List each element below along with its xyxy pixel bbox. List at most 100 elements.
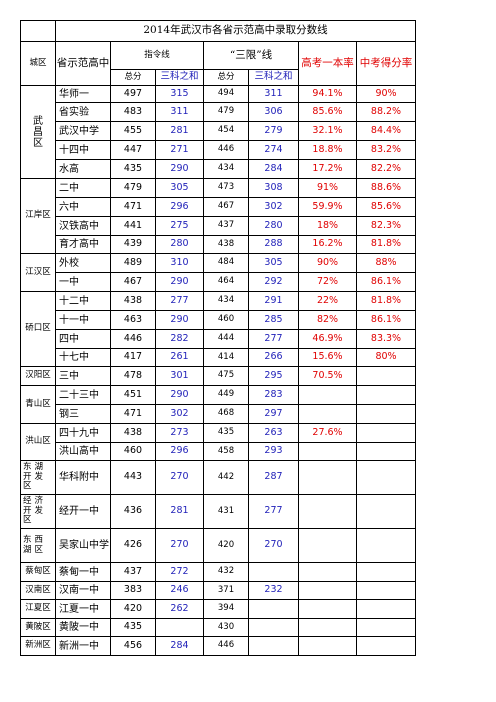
cell-gaokao-rate: 22% bbox=[298, 291, 357, 311]
cell-sanxian-three: 285 bbox=[248, 310, 299, 330]
cell-sanxian-three: 297 bbox=[248, 404, 299, 424]
cell-sanxian-total: 449 bbox=[203, 385, 249, 405]
cell-school-name: 十七中 bbox=[55, 348, 111, 367]
cell-sanxian-total: 414 bbox=[203, 348, 249, 367]
cell-zhiling-total: 456 bbox=[110, 636, 156, 656]
cell-school-name: 汉铁高中 bbox=[55, 216, 111, 236]
cell-sanxian-total: 460 bbox=[203, 310, 249, 330]
cell-sanxian-total: 438 bbox=[203, 235, 249, 254]
cell-zhiling-total: 438 bbox=[110, 291, 156, 311]
table-row: 省实验 483 311 479 306 85.6% 88.2% bbox=[21, 102, 416, 122]
cell-school-name: 江夏一中 bbox=[55, 599, 111, 619]
cell-sanxian-three: 292 bbox=[248, 272, 299, 292]
table-row: 东西湖区 吴家山中学 426 270 420 270 bbox=[20, 528, 416, 563]
cell-gaokao-rate bbox=[298, 599, 357, 619]
cell-gaokao-rate: 27.6% bbox=[298, 423, 357, 443]
cell-zhongkao-rate bbox=[356, 366, 416, 386]
cell-zhongkao-rate: 83.3% bbox=[356, 329, 416, 349]
cell-zhiling-total: 463 bbox=[110, 310, 156, 330]
cell-zhiling-three: 275 bbox=[155, 216, 204, 236]
district-hannan: 汉南区 bbox=[20, 581, 56, 600]
cell-gaokao-rate: 17.2% bbox=[298, 159, 357, 179]
cell-gaokao-rate bbox=[298, 442, 357, 461]
cell-zhiling-three: 271 bbox=[155, 140, 204, 160]
cell-zhiling-three: 310 bbox=[155, 253, 204, 273]
cell-zhiling-total: 443 bbox=[110, 460, 156, 495]
cell-gaokao-rate bbox=[298, 460, 357, 495]
cell-school-name: 汉南一中 bbox=[55, 581, 111, 600]
table-row: 硚口区 十二中 438 277 434 291 22% 81.8% bbox=[20, 291, 416, 367]
cell-sanxian-three: 270 bbox=[248, 528, 299, 563]
cell-sanxian-three: 280 bbox=[248, 216, 299, 236]
cell-zhongkao-rate: 84.4% bbox=[356, 121, 416, 141]
cell-zhongkao-rate bbox=[356, 494, 416, 529]
cell-zhongkao-rate: 88% bbox=[356, 253, 416, 273]
table-row: 汉阳区 三中 478 301 475 295 70.5% bbox=[20, 366, 416, 386]
district-wuchang: 武 昌 区 bbox=[20, 85, 56, 179]
header-school: 省示范高中 bbox=[55, 41, 111, 86]
cell-zhongkao-rate: 86.1% bbox=[356, 310, 416, 330]
cell-zhiling-three: 305 bbox=[155, 178, 204, 198]
cell-school-name: 一中 bbox=[55, 272, 111, 292]
cell-gaokao-rate: 15.6% bbox=[298, 348, 357, 367]
cell-school-name: 华科附中 bbox=[55, 460, 111, 495]
cell-zhiling-total: 460 bbox=[110, 442, 156, 461]
cell-school-name: 新洲一中 bbox=[55, 636, 111, 656]
cell-sanxian-total: 394 bbox=[203, 599, 249, 619]
district-jianghan: 江汉区 bbox=[20, 253, 56, 292]
cell-zhongkao-rate bbox=[356, 581, 416, 600]
cell-sanxian-three: 293 bbox=[248, 442, 299, 461]
table-row: 十一中 463 290 460 285 82% 86.1% bbox=[21, 310, 416, 330]
cell-school-name: 育才高中 bbox=[55, 235, 111, 254]
cell-zhiling-three: 270 bbox=[155, 460, 204, 495]
cell-zhiling-total: 446 bbox=[110, 329, 156, 349]
cell-zhiling-three: 302 bbox=[155, 404, 204, 424]
cell-school-name: 钢三 bbox=[55, 404, 111, 424]
cell-zhiling-total: 441 bbox=[110, 216, 156, 236]
cell-gaokao-rate: 82% bbox=[298, 310, 357, 330]
cell-zhiling-three: 273 bbox=[155, 423, 204, 443]
header-sanxian-three: 三科之和 bbox=[248, 69, 299, 86]
cell-school-name: 十一中 bbox=[55, 310, 111, 330]
cell-sanxian-total: 434 bbox=[203, 291, 249, 311]
cell-zhongkao-rate bbox=[356, 460, 416, 495]
district-hanyang: 汉阳区 bbox=[20, 366, 56, 386]
cell-zhiling-three: 280 bbox=[155, 235, 204, 254]
cell-gaokao-rate: 18% bbox=[298, 216, 357, 236]
cell-zhiling-total: 435 bbox=[110, 618, 156, 637]
cell-zhiling-three: 301 bbox=[155, 366, 204, 386]
table-row: 洪山高中 460 296 458 293 bbox=[21, 442, 416, 461]
cell-sanxian-total: 467 bbox=[203, 197, 249, 217]
district-jiangxia: 江夏区 bbox=[20, 599, 56, 619]
cell-sanxian-three: 266 bbox=[248, 348, 299, 367]
cell-zhiling-total: 479 bbox=[110, 178, 156, 198]
cell-zhongkao-rate bbox=[356, 385, 416, 405]
cell-school-name: 三中 bbox=[55, 366, 111, 386]
cell-sanxian-total: 464 bbox=[203, 272, 249, 292]
cell-sanxian-total: 434 bbox=[203, 159, 249, 179]
header-gaokao-rate: 高考一本率 bbox=[298, 41, 357, 86]
cell-gaokao-rate: 18.8% bbox=[298, 140, 357, 160]
header-zhiling-total: 总分 bbox=[110, 69, 156, 86]
cell-zhongkao-rate bbox=[356, 404, 416, 424]
cell-sanxian-total: 442 bbox=[203, 460, 249, 495]
cell-zhiling-three: 270 bbox=[155, 528, 204, 563]
district-qiaokou: 硚口区 bbox=[20, 291, 56, 367]
cell-zhiling-total: 497 bbox=[110, 85, 156, 103]
table-row: 汉铁高中 441 275 437 280 18% 82.3% bbox=[21, 216, 416, 236]
cell-gaokao-rate bbox=[298, 581, 357, 600]
cell-zhongkao-rate: 83.2% bbox=[356, 140, 416, 160]
cell-sanxian-total: 420 bbox=[203, 528, 249, 563]
cell-sanxian-total: 473 bbox=[203, 178, 249, 198]
cell-gaokao-rate bbox=[298, 562, 357, 582]
cell-sanxian-total: 432 bbox=[203, 562, 249, 582]
cell-sanxian-three: 302 bbox=[248, 197, 299, 217]
cell-sanxian-three: 274 bbox=[248, 140, 299, 160]
cell-sanxian-three: 308 bbox=[248, 178, 299, 198]
cell-school-name: 省实验 bbox=[55, 102, 111, 122]
table-row: 蔡甸区 蔡甸一中 437 272 432 bbox=[20, 562, 416, 582]
cell-zhiling-total: 467 bbox=[110, 272, 156, 292]
cell-sanxian-total: 435 bbox=[203, 423, 249, 443]
cell-gaokao-rate bbox=[298, 385, 357, 405]
cell-gaokao-rate: 46.9% bbox=[298, 329, 357, 349]
